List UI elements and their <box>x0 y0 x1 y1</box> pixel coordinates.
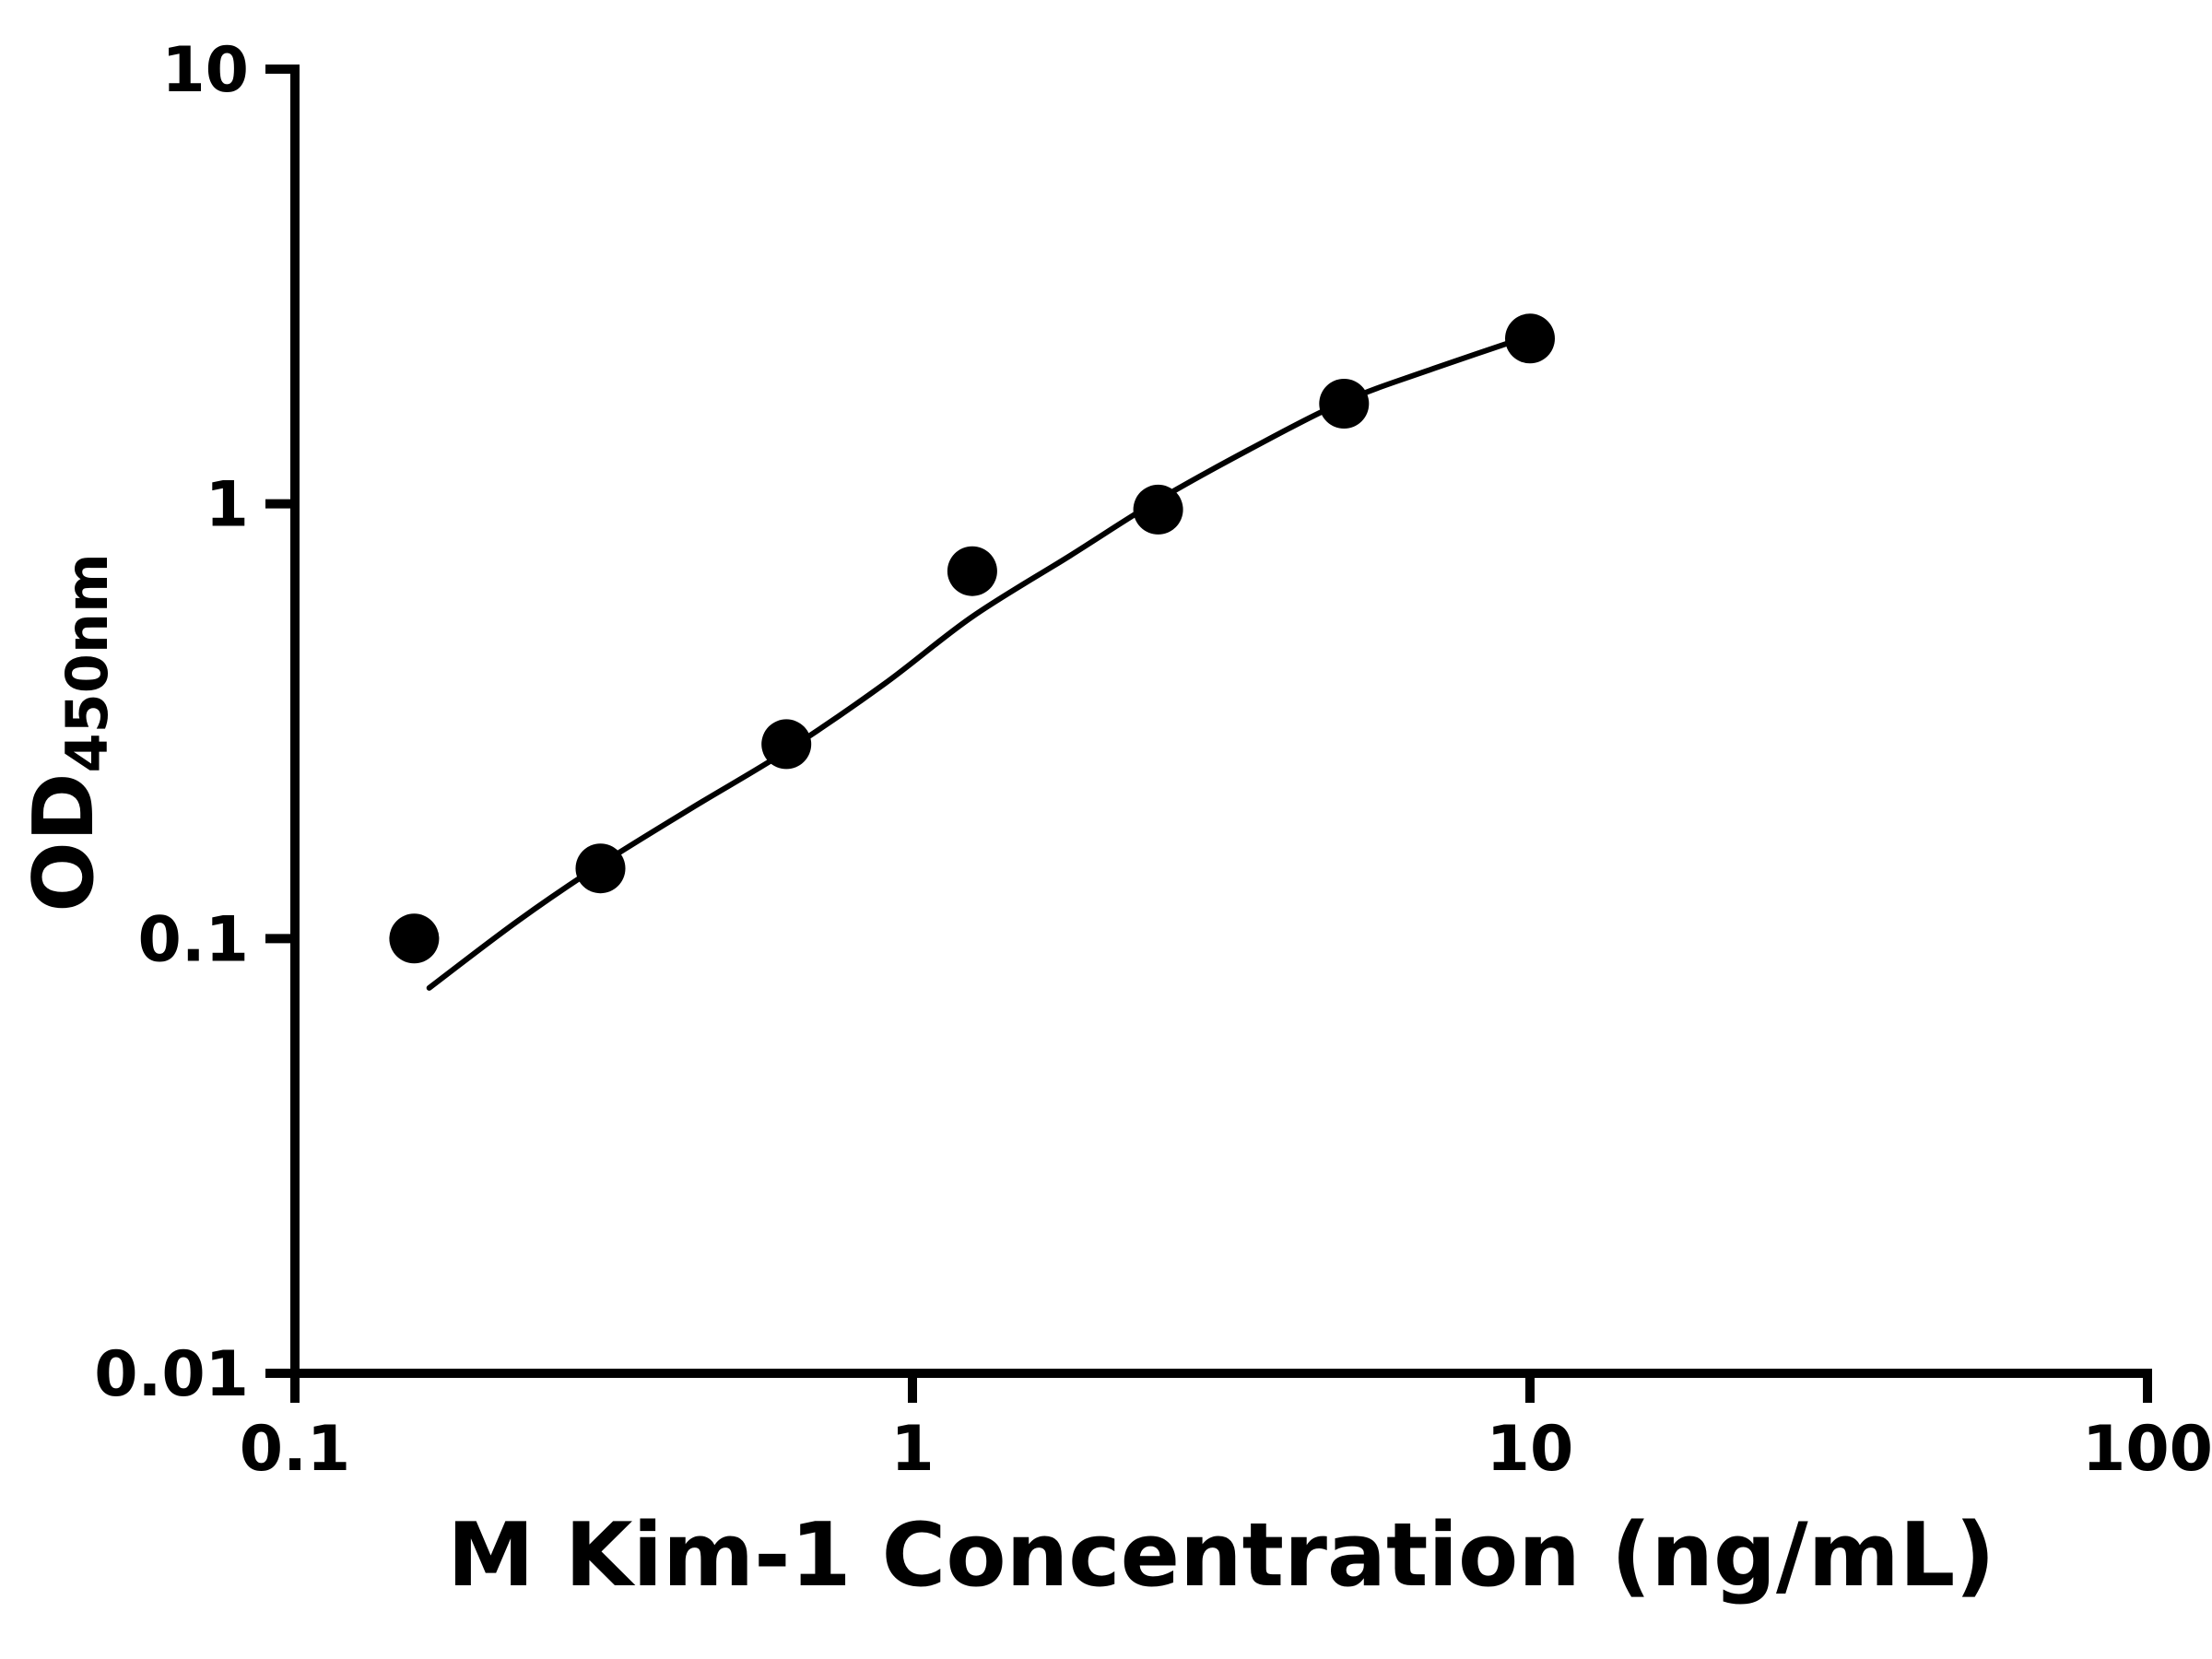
y-axis-title-main: OD <box>16 772 112 912</box>
data-point <box>389 913 440 964</box>
y-axis-tick-label: 1 <box>206 469 249 542</box>
y-axis-tick-label: 0.01 <box>94 1338 249 1411</box>
plot-axes <box>290 65 2152 1378</box>
data-point <box>1133 484 1183 535</box>
x-axis-tick-label: 1 <box>890 1413 934 1486</box>
x-axis-tick-label: 0.1 <box>240 1413 350 1486</box>
x-axis-title: M Kim-1 Concentration (ng/mL) <box>447 1505 1994 1606</box>
data-point <box>575 843 626 894</box>
x-axis-tick-label: 10 <box>1487 1413 1574 1486</box>
data-point <box>1505 313 1555 364</box>
data-point <box>947 546 997 596</box>
data-point <box>1319 379 1370 429</box>
x-axis-tick-label: 100 <box>2082 1413 2212 1486</box>
y-axis-title: OD450nm <box>16 553 121 912</box>
data-point <box>761 719 812 770</box>
y-axis-tick-label: 0.1 <box>138 903 249 976</box>
y-axis-title-subscript: 450nm <box>53 553 121 772</box>
y-axis-tick-label: 10 <box>161 34 249 107</box>
